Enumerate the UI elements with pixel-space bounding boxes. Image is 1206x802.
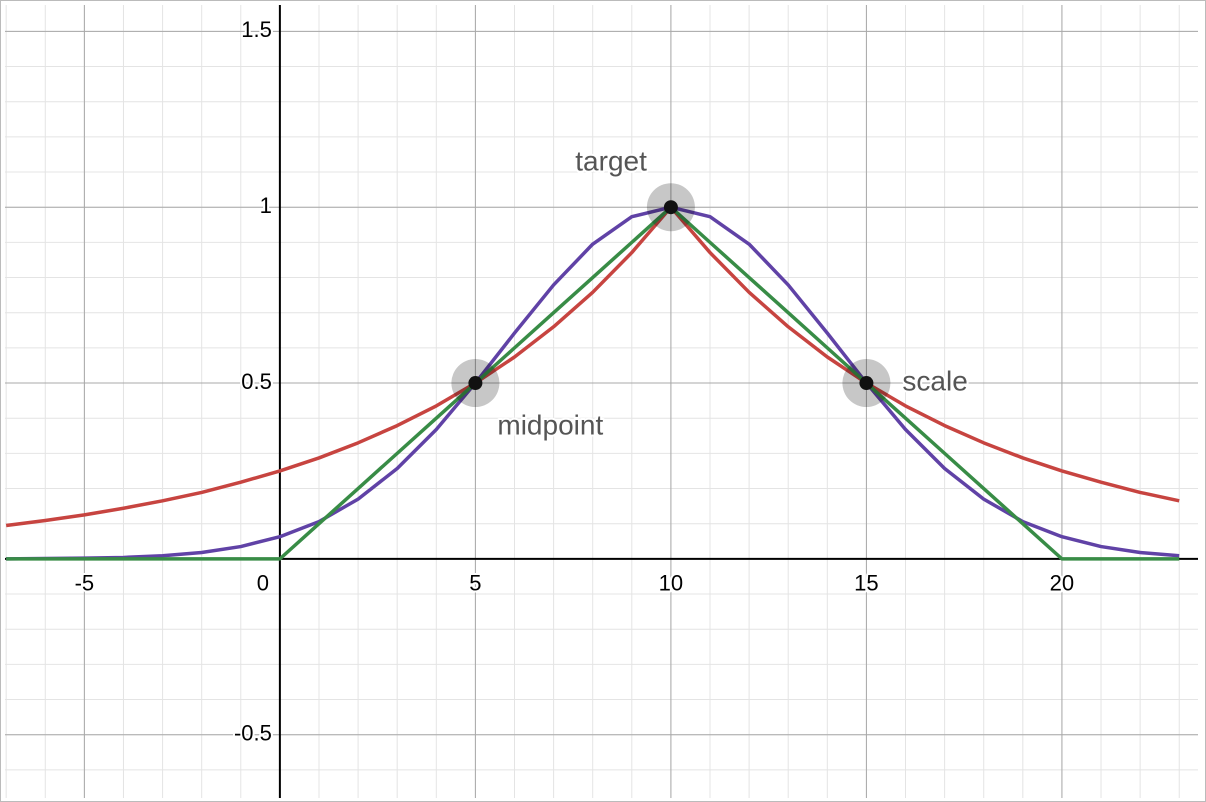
point-label: target xyxy=(575,146,647,177)
series-line xyxy=(6,205,1180,561)
y-tick-label: 1 xyxy=(260,193,272,218)
y-tick-label: 1.5 xyxy=(241,17,272,42)
x-tick-label: 15 xyxy=(854,571,878,596)
y-tick-label: -0.5 xyxy=(234,721,272,746)
series-line xyxy=(6,205,1180,561)
x-tick-label: 20 xyxy=(1050,571,1074,596)
point xyxy=(663,200,678,215)
point xyxy=(859,376,874,391)
point-label: midpoint xyxy=(497,409,603,440)
x-tick-label: -5 xyxy=(75,571,95,596)
point-label: scale xyxy=(902,365,967,396)
x-tick-label: 0 xyxy=(257,571,269,596)
point xyxy=(468,376,483,391)
x-tick-label: 10 xyxy=(659,571,683,596)
y-tick-label: 0.5 xyxy=(241,369,272,394)
series-line xyxy=(5,205,1180,528)
x-tick-label: 5 xyxy=(469,571,481,596)
